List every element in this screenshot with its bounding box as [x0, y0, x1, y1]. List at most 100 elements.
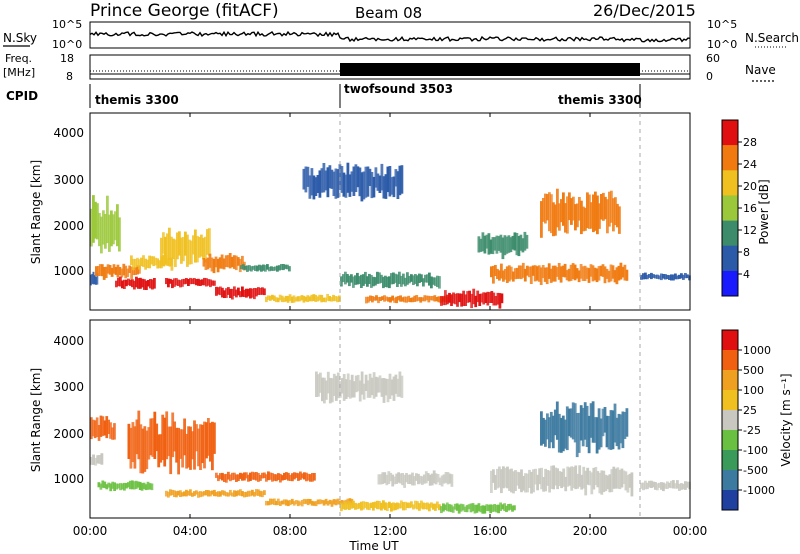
velocity-cell [138, 481, 142, 490]
velocity-cell [358, 380, 362, 402]
power-cell [215, 286, 218, 296]
power-cell [379, 296, 382, 301]
velocity-cell [684, 481, 687, 490]
power-cell [419, 297, 423, 303]
velocity-cell [512, 471, 515, 494]
power-cell [219, 286, 222, 296]
power-cell [551, 265, 555, 282]
velocity-cell [290, 498, 294, 504]
velocity-cell [386, 379, 390, 403]
power-data [90, 162, 691, 309]
power-cell [552, 202, 555, 237]
power-cell [213, 280, 216, 286]
power-cell [204, 259, 208, 270]
power-cell [135, 276, 138, 288]
power-cell [356, 272, 359, 285]
power-cell [212, 258, 216, 274]
power-cell [609, 264, 613, 282]
power-cell [382, 176, 386, 199]
velocity-cell [316, 499, 320, 505]
velocity-cell [680, 483, 683, 490]
power-cell [511, 235, 515, 250]
velocity-cell [207, 418, 210, 456]
velocity-cell [400, 375, 404, 398]
power-cell [224, 255, 228, 267]
power-cell [344, 271, 347, 285]
velocity-cell [219, 491, 222, 497]
velocity-cell [148, 483, 152, 490]
velocity-cell [99, 483, 103, 490]
velocity-cell [573, 403, 577, 443]
power-cell [140, 257, 143, 267]
power-cell [568, 192, 571, 221]
power-cell [618, 206, 621, 234]
power-cell [330, 297, 333, 302]
power-cell [346, 274, 349, 283]
velocity-cell [326, 371, 330, 394]
power-cell [446, 294, 449, 305]
velocity-cell [440, 506, 443, 514]
velocity-region-1 [90, 453, 104, 466]
power-cell [594, 191, 597, 231]
power-cell [110, 210, 113, 247]
velocity-cell [239, 472, 242, 479]
power-cell [492, 292, 496, 306]
power-colorbar-tick-label: 20 [743, 180, 757, 193]
power-region-11 [265, 293, 341, 303]
power-cell [384, 174, 388, 199]
power-cell [177, 279, 180, 286]
velocity-cell [336, 372, 340, 399]
power-cell [178, 231, 181, 256]
power-cell [354, 164, 358, 192]
power-cell [603, 266, 607, 284]
x-axis-ticks: 00:00 04:00 08:00 12:00 16:00 20:00 00:00 [73, 113, 707, 538]
velocity-cell [522, 475, 525, 491]
power-region-19 [640, 272, 691, 281]
power-cell [541, 265, 545, 279]
velocity-cell [287, 472, 290, 481]
power-cell [202, 258, 206, 267]
power-cell [555, 267, 559, 277]
velocity-cell [275, 474, 278, 482]
power-cell [336, 296, 339, 303]
velocity-cell [115, 483, 118, 490]
power-cell [390, 273, 393, 285]
velocity-cell [304, 499, 308, 504]
power-cell [485, 234, 489, 249]
power-region-16 [477, 231, 529, 260]
power-cell [231, 288, 234, 300]
velocity-cell [265, 474, 268, 482]
power-cell [490, 291, 494, 303]
velocity-cell [538, 468, 541, 485]
velocity-cell [205, 490, 208, 496]
noise-right-tick-bottom: 10^0 [707, 38, 737, 51]
power-cell [196, 235, 199, 263]
velocity-cell [309, 474, 312, 482]
power-cell [369, 295, 372, 301]
velocity-ytick-1000: 1000 [53, 472, 84, 486]
power-cell [674, 273, 677, 280]
velocity-cell [311, 473, 314, 482]
cpid-segment-2: twofsound 3503 [344, 82, 453, 96]
velocity-cell [430, 473, 434, 486]
power-colorbar-tick-label: 12 [743, 224, 757, 237]
power-cell [411, 297, 415, 303]
power-cell [133, 280, 136, 290]
power-cell [648, 274, 651, 278]
power-cell [169, 278, 172, 284]
power-region-4 [115, 276, 156, 290]
velocity-cell [678, 483, 681, 491]
power-cell [416, 275, 419, 287]
power-cell [383, 295, 386, 302]
power-cell [316, 296, 320, 302]
velocity-cell [213, 489, 216, 497]
velocity-cell [94, 457, 98, 466]
velocity-cell [203, 421, 206, 469]
power-colorbar-tick-label: 4 [743, 268, 750, 281]
power-cell [206, 257, 210, 270]
power-cell [134, 259, 137, 268]
power-cell [413, 295, 417, 302]
power-cell [151, 279, 154, 290]
velocity-cell [383, 472, 387, 484]
